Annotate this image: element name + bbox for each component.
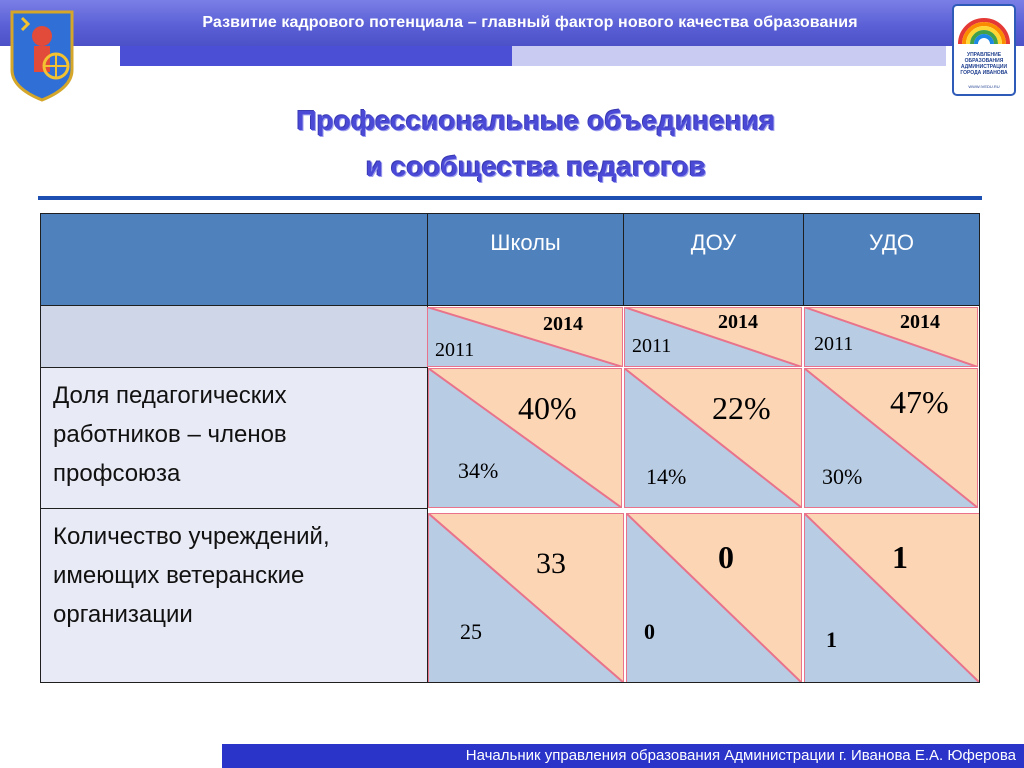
year-split-shape (804, 307, 978, 367)
logo-line-3: АДМИНИСТРАЦИИ (961, 64, 1008, 70)
coat-of-arms-icon (6, 4, 78, 104)
value-2011: 14% (646, 464, 687, 489)
value-2014: 40% (518, 390, 577, 426)
column-header-label: УДО (869, 230, 914, 255)
year-label-2014: 2014 (543, 313, 583, 335)
value-2011: 1 (826, 627, 837, 652)
value-cell-veteran-udo: 1 1 (804, 513, 980, 683)
column-header-udo: УДО (803, 213, 980, 306)
column-header-dou: ДОУ (623, 213, 804, 306)
row-label-text: Доля педагогических работников – членов … (53, 382, 287, 487)
value-2014: 33 (536, 547, 566, 580)
value-2011: 34% (458, 458, 499, 483)
column-header-schools: Школы (427, 213, 624, 306)
column-header-label: ДОУ (690, 230, 737, 255)
year-cell-dou: 2011 2014 (624, 307, 802, 367)
value-2014: 1 (892, 539, 908, 575)
split-cell-shape (804, 513, 980, 683)
split-cell-shape (428, 368, 622, 508)
value-2014: 0 (718, 539, 734, 575)
year-label-2011: 2011 (814, 333, 854, 355)
value-2014: 22% (712, 390, 771, 426)
year-label-2011: 2011 (435, 339, 475, 361)
year-cell-udo: 2011 2014 (804, 307, 978, 367)
logo-line-1: УПРАВЛЕНИЕ (967, 52, 1002, 58)
year-split-shape (427, 307, 623, 367)
row-label-veteran-orgs: Количество учреждений, имеющих ветеранск… (40, 508, 428, 683)
split-cell-shape (804, 368, 978, 508)
value-2014: 47% (890, 384, 949, 420)
year-label-2014: 2014 (900, 311, 940, 333)
split-cell-shape (624, 368, 802, 508)
split-cell-shape (428, 513, 624, 683)
education-department-logo: УПРАВЛЕНИЕ ОБРАЗОВАНИЯ АДМИНИСТРАЦИИ ГОР… (952, 4, 1016, 96)
logo-url: WWW.IVEDU.RU (968, 84, 999, 89)
header-band (0, 0, 1024, 46)
value-2011: 30% (822, 464, 863, 489)
year-cell-schools: 2011 2014 (427, 307, 623, 367)
year-label-2014: 2014 (718, 311, 758, 333)
row-label-union-share: Доля педагогических работников – членов … (40, 367, 428, 509)
page-title-line-2: и сообщества педагогов (365, 151, 707, 182)
comparison-table: Школы ДОУ УДО 2011 2014 2011 2014 (40, 213, 980, 683)
row-label-text: Количество учреждений, имеющих ветеранск… (53, 523, 330, 628)
header-accent-bar (120, 46, 512, 66)
year-split-shape (624, 307, 802, 367)
table-header-empty (40, 213, 428, 306)
value-cell-union-dou: 22% 14% (624, 368, 802, 508)
page-title-line-1: Профессиональные объединения (296, 105, 776, 136)
column-header-label: Школы (490, 230, 561, 255)
split-cell-shape (626, 513, 802, 683)
page-title: Профессиональные объединения и сообществ… (180, 98, 892, 190)
header-accent-bar-light (512, 46, 946, 66)
footer-bar: Начальник управления образования Админис… (222, 744, 1024, 768)
year-label-2011: 2011 (632, 335, 672, 357)
value-cell-union-schools: 40% 34% (428, 368, 622, 508)
year-row-label-cell (40, 305, 428, 368)
title-divider (38, 196, 982, 200)
logo-line-4: ГОРОДА ИВАНОВА (960, 70, 1008, 76)
logo-line-2: ОБРАЗОВАНИЯ (965, 58, 1004, 64)
value-cell-veteran-dou: 0 0 (626, 513, 802, 683)
header-title: Развитие кадрового потенциала – главный … (202, 14, 858, 31)
footer-author: Начальник управления образования Админис… (465, 747, 1016, 764)
value-cell-union-udo: 47% 30% (804, 368, 978, 508)
value-2011: 0 (644, 619, 655, 644)
value-cell-veteran-schools: 33 25 (428, 513, 624, 683)
value-2011: 25 (460, 619, 482, 644)
